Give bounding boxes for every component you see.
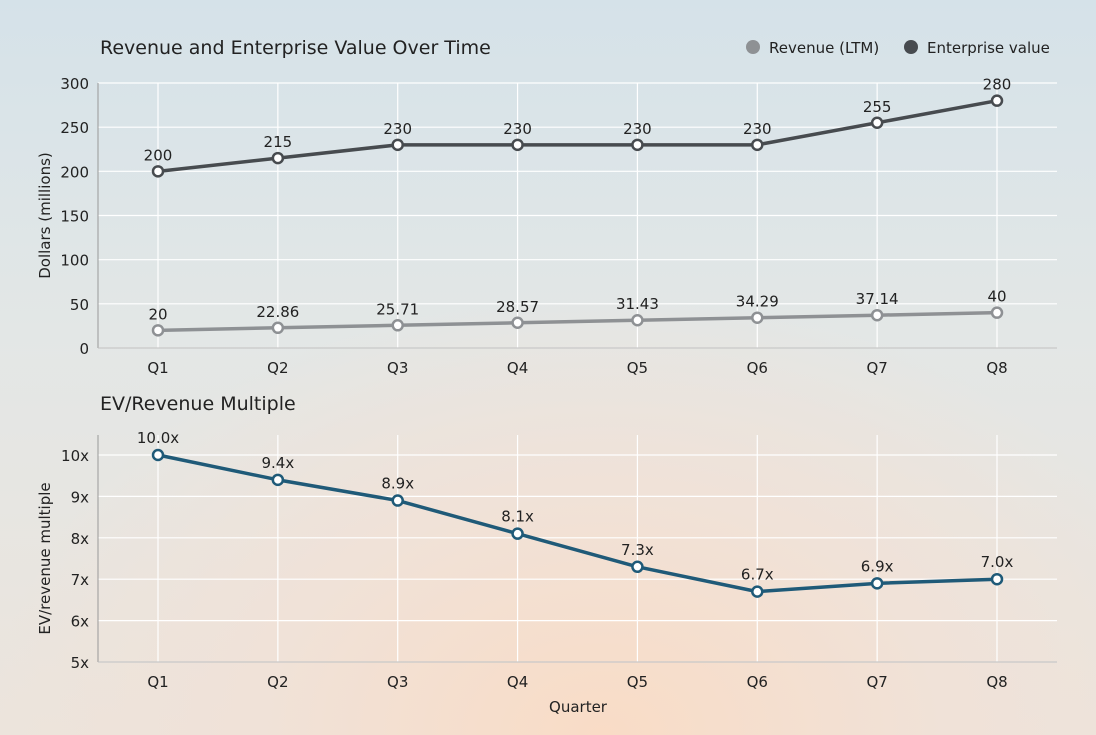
- data-label: 10.0x: [137, 429, 179, 447]
- data-point: [271, 473, 285, 487]
- y-tick-label: 100: [60, 252, 89, 270]
- chart-title: Revenue and Enterprise Value Over Time: [100, 37, 491, 59]
- data-point: [511, 138, 524, 152]
- y-tick-label: 150: [60, 208, 89, 226]
- data-label: 200: [144, 146, 173, 164]
- y-tick-label: 250: [60, 119, 89, 137]
- legend-marker: [904, 40, 918, 54]
- y-tick-label: 300: [60, 75, 89, 93]
- data-point: [870, 308, 884, 322]
- data-point: [391, 494, 404, 507]
- x-tick-label: Q5: [627, 673, 648, 691]
- data-label: 6.9x: [861, 557, 894, 575]
- data-point: [271, 321, 285, 335]
- data-label: 230: [503, 120, 532, 138]
- data-point: [751, 311, 764, 324]
- data-point: [990, 306, 1004, 319]
- y-tick-label: 10x: [61, 447, 89, 465]
- data-label: 22.86: [256, 303, 299, 321]
- data-label: 280: [983, 76, 1012, 94]
- x-tick-label: Q7: [866, 673, 887, 691]
- data-point: [151, 448, 165, 462]
- data-label: 31.43: [616, 295, 659, 313]
- x-tick-label: Q4: [507, 673, 528, 691]
- x-tick-label: Q4: [507, 359, 528, 377]
- x-tick-label: Q7: [866, 359, 887, 377]
- data-label: 37.14: [856, 290, 899, 308]
- y-tick-label: 8x: [71, 530, 90, 548]
- legend-label: Revenue (LTM): [769, 39, 879, 57]
- data-point: [631, 138, 644, 152]
- data-point: [751, 138, 764, 152]
- data-label: 9.4x: [261, 454, 294, 472]
- y-axis-label: Dollars (millions): [36, 152, 54, 279]
- data-point: [391, 319, 404, 332]
- data-label: 230: [623, 120, 652, 138]
- data-point: [870, 577, 884, 590]
- x-tick-label: Q6: [747, 673, 768, 691]
- data-label: 40: [987, 288, 1006, 306]
- x-tick-label: Q8: [986, 673, 1007, 691]
- data-point: [631, 313, 644, 327]
- y-tick-label: 9x: [71, 488, 90, 506]
- data-label: 34.29: [736, 293, 779, 311]
- data-point: [631, 560, 644, 574]
- y-tick-label: 5x: [71, 654, 90, 672]
- x-tick-label: Q6: [747, 359, 768, 377]
- chart-title: EV/Revenue Multiple: [100, 393, 296, 415]
- data-point: [151, 324, 165, 337]
- x-tick-label: Q2: [267, 359, 288, 377]
- data-label: 230: [743, 120, 772, 138]
- y-tick-label: 7x: [71, 571, 90, 589]
- data-label: 7.0x: [981, 553, 1014, 571]
- data-point: [271, 151, 285, 165]
- data-label: 8.9x: [381, 475, 414, 493]
- x-tick-label: Q3: [387, 673, 408, 691]
- series-line: [157, 453, 998, 594]
- data-point: [511, 316, 524, 330]
- data-label: 8.1x: [501, 508, 534, 526]
- data-point: [511, 527, 524, 540]
- data-label: 7.3x: [621, 541, 654, 559]
- series-line: [157, 98, 998, 174]
- legend-label: Enterprise value: [927, 39, 1050, 57]
- data-point: [751, 585, 764, 598]
- data-label: 28.57: [496, 298, 539, 316]
- y-tick-label: 50: [70, 296, 89, 314]
- data-label: 230: [383, 120, 412, 138]
- data-label: 6.7x: [741, 566, 774, 584]
- data-label: 215: [264, 133, 293, 151]
- x-tick-label: Q1: [147, 359, 168, 377]
- data-point: [990, 94, 1004, 107]
- x-axis-label: Quarter: [549, 698, 608, 716]
- data-label: 255: [863, 98, 892, 116]
- x-tick-label: Q2: [267, 673, 288, 691]
- y-axis-label: EV/revenue multiple: [36, 482, 54, 634]
- data-label: 25.71: [376, 300, 419, 318]
- data-point: [151, 165, 165, 178]
- x-tick-label: Q3: [387, 359, 408, 377]
- data-point: [391, 138, 404, 152]
- y-tick-label: 200: [60, 163, 89, 181]
- data-point: [870, 116, 884, 129]
- data-point: [990, 572, 1004, 586]
- legend-marker: [746, 40, 760, 54]
- series-line: [157, 310, 998, 333]
- x-tick-label: Q1: [147, 673, 168, 691]
- x-tick-label: Q5: [627, 359, 648, 377]
- y-tick-label: 0: [79, 340, 89, 358]
- x-tick-label: Q8: [986, 359, 1007, 377]
- y-tick-label: 6x: [71, 613, 90, 631]
- data-label: 20: [148, 305, 167, 323]
